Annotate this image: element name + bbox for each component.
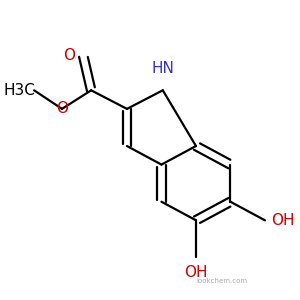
Text: H3C: H3C (4, 83, 35, 98)
Text: OH: OH (272, 213, 295, 228)
Text: OH: OH (184, 266, 208, 280)
Text: lookchem.com: lookchem.com (196, 278, 247, 284)
Text: O: O (56, 101, 68, 116)
Text: HN: HN (152, 61, 174, 76)
Text: O: O (63, 48, 75, 63)
